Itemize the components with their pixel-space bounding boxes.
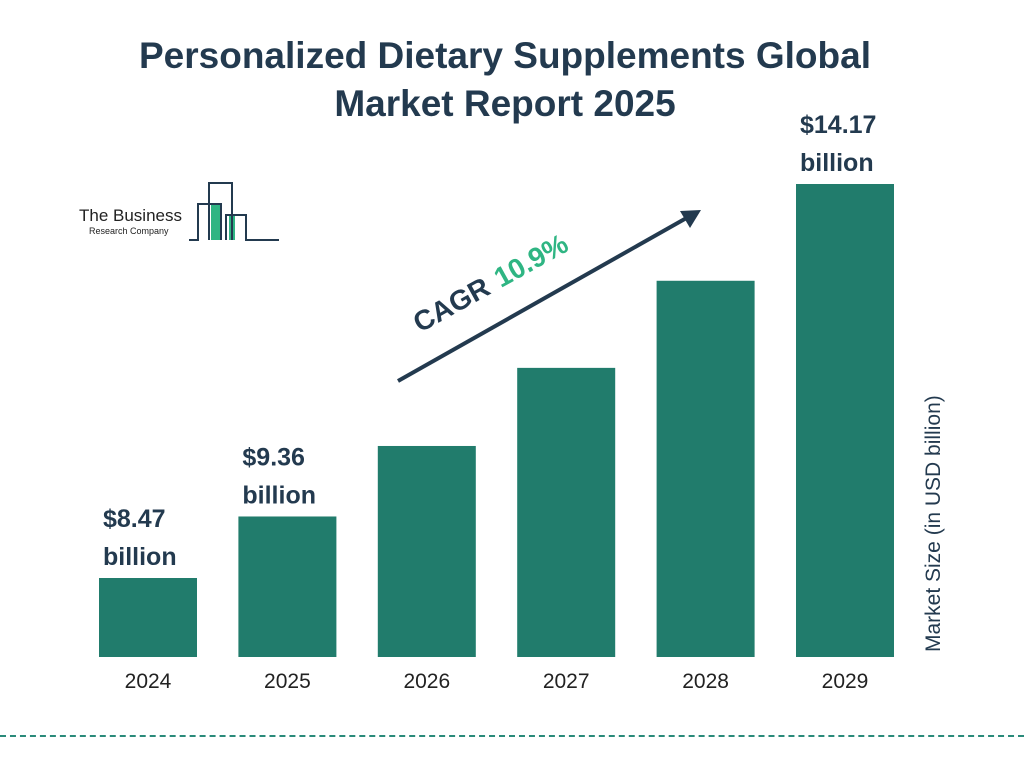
cagr-label: CAGR [408, 271, 495, 338]
x-tick-label: 2028 [682, 670, 729, 693]
data-label-unit: billion [242, 481, 316, 509]
cagr-text: CAGR10.9% [408, 228, 573, 338]
y-axis-label: Market Size (in USD billion) [922, 395, 945, 652]
data-label-value: $9.36 [242, 443, 305, 471]
cagr-arrowhead-icon [680, 210, 701, 228]
title-line-2: Market Report 2025 [334, 83, 676, 124]
bar-2025 [238, 516, 337, 657]
footer-dashed-divider [0, 735, 1024, 737]
title-line-1: Personalized Dietary Supplements Global [139, 35, 871, 76]
bar-2029 [796, 184, 894, 657]
x-tick-label: 2024 [125, 670, 172, 693]
data-label-unit: billion [103, 543, 177, 571]
logo-text-line1: The Business [79, 206, 182, 225]
logo-text-line2: Research Company [89, 226, 169, 236]
x-tick-label: 2026 [403, 670, 450, 693]
data-label-value: $14.17 [800, 111, 876, 139]
bar-2027 [517, 367, 616, 657]
x-tick-label: 2027 [543, 670, 590, 693]
logo-buildings-icon [189, 182, 279, 241]
cagr-value: 10.9% [489, 228, 574, 294]
bar-2026 [377, 445, 476, 657]
cagr-annotation: CAGR10.9% [397, 210, 701, 383]
chart-title: Personalized Dietary Supplements Global … [0, 32, 1010, 128]
data-label-unit: billion [800, 149, 874, 177]
bar-2028 [656, 280, 755, 657]
data-label-value: $8.47 [103, 505, 166, 533]
company-logo: The Business Research Company [76, 180, 286, 245]
x-tick-label: 2025 [264, 670, 311, 693]
cagr-arrow-line [397, 214, 691, 383]
x-tick-label: 2029 [822, 670, 869, 693]
bar-2024 [99, 578, 197, 657]
